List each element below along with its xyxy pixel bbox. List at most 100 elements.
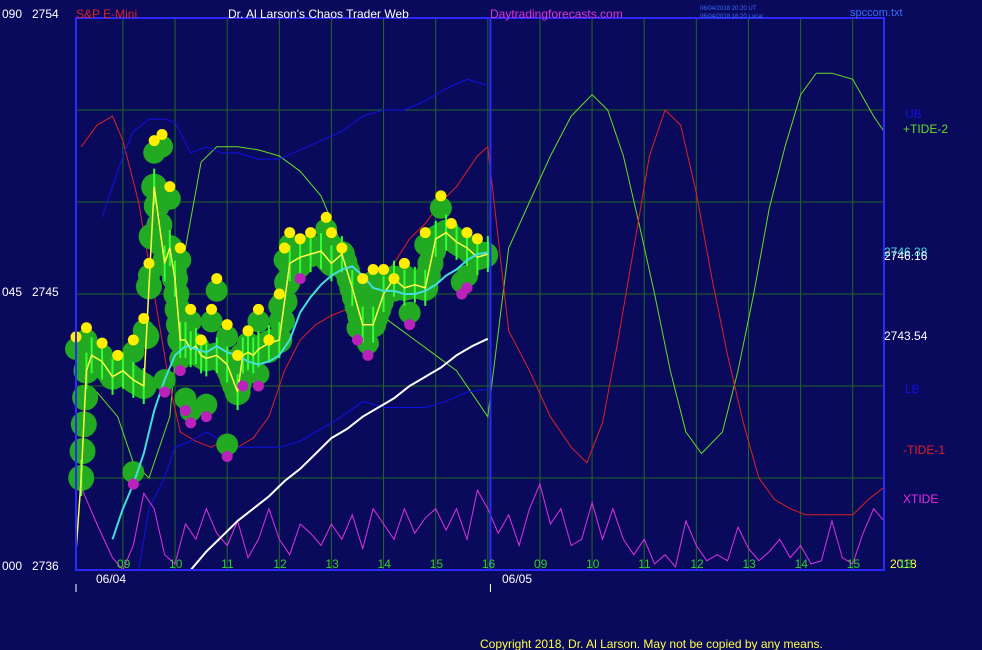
low-bubble: [195, 393, 218, 416]
y-index-mid: 045: [2, 285, 22, 299]
high-marker: [471, 233, 483, 245]
x-tick-label: 11: [638, 557, 651, 571]
legend-ub: UB: [905, 107, 922, 121]
high-marker: [112, 349, 124, 361]
y-price-mid: 2745: [32, 285, 59, 299]
high-marker: [174, 242, 186, 254]
high-marker: [279, 242, 291, 254]
low-bubble: [216, 433, 239, 456]
low-bubble: [398, 301, 421, 324]
high-marker: [80, 322, 92, 334]
high-marker: [325, 227, 337, 239]
low-marker: [404, 319, 416, 331]
series-tide-1: [80, 109, 885, 516]
legend-plus-tide-2: +TIDE-2: [903, 122, 948, 136]
price-label-slow: 2743.54: [884, 329, 928, 343]
high-bubble: [247, 310, 270, 333]
price-label-close: 2746.16: [884, 249, 928, 263]
x-tick-label: 13: [325, 557, 339, 571]
x-tick-label: 09: [534, 557, 548, 571]
high-marker: [388, 273, 400, 285]
high-bubble: [200, 310, 223, 333]
x-tick-label: 13: [742, 557, 756, 571]
high-marker: [206, 303, 218, 315]
x-tick-label: 12: [273, 557, 287, 571]
high-marker: [164, 181, 176, 193]
low-marker: [362, 349, 374, 361]
site-link[interactable]: Daytradingforecasts.com: [490, 7, 623, 21]
high-bubble: [205, 279, 228, 302]
x-tick-label: 14: [795, 557, 809, 571]
symbol-title: S&P E-Mini: [76, 7, 137, 21]
x-tick-label: 15: [847, 557, 861, 571]
high-bubble: [158, 187, 181, 210]
low-marker: [159, 386, 171, 398]
low-marker: [127, 478, 139, 490]
low-marker: [252, 380, 264, 392]
series-fast-average: [111, 251, 488, 540]
high-marker: [156, 129, 168, 141]
low-marker: [179, 405, 191, 417]
x-tick-label: 11: [221, 557, 234, 571]
x-tick-label: 09: [117, 557, 131, 571]
series-slow-average: [189, 337, 489, 571]
x-tick-label: 10: [169, 557, 183, 571]
chart-title: Dr. Al Larson's Chaos Trader Web: [228, 7, 409, 21]
high-marker: [294, 233, 306, 245]
x-tick-label: 16: [899, 557, 913, 571]
low-marker: [294, 273, 306, 285]
high-marker: [143, 257, 155, 269]
date-label-0605: 06/05: [502, 572, 532, 586]
low-marker: [185, 417, 197, 429]
high-bubble: [132, 319, 155, 342]
series-price: [75, 186, 489, 552]
high-marker: [336, 242, 348, 254]
series-tide-2: [81, 72, 885, 479]
legend-lb: LB: [905, 382, 920, 396]
chart-frame: [75, 17, 885, 592]
high-bubble: [429, 196, 452, 219]
high-marker: [445, 217, 457, 229]
high-marker: [252, 303, 264, 315]
high-marker: [284, 227, 296, 239]
high-bubble: [414, 233, 437, 256]
high-marker: [357, 273, 369, 285]
low-marker: [461, 282, 473, 294]
high-marker: [398, 257, 410, 269]
high-marker: [242, 325, 254, 337]
legend-minus-tide-1: -TIDE-1: [903, 443, 945, 457]
curves: [80, 72, 885, 571]
low-marker: [351, 334, 363, 346]
high-marker: [211, 273, 223, 285]
timestamp-local: 06/04/2018 16:20 Local: [700, 14, 763, 20]
date-label-0604: 06/04: [96, 572, 126, 586]
high-marker: [378, 263, 390, 275]
series-lb: [138, 388, 488, 571]
price-layer: [70, 129, 489, 552]
low-marker: [221, 451, 233, 463]
high-bubble: [122, 341, 145, 363]
high-marker: [127, 334, 139, 346]
low-marker: [200, 411, 212, 423]
low-bubble: [455, 264, 478, 287]
y-price-bottom: 2736: [32, 559, 59, 573]
copyright-footer: Copyright 2018, Dr. Al Larson. May not b…: [480, 637, 823, 650]
high-marker: [461, 227, 473, 239]
high-marker: [221, 319, 233, 331]
x-tick-label: 16: [482, 557, 496, 571]
high-marker: [138, 313, 150, 325]
x-tick-labels: 09 10 11 12 13 14 15 16 09 10 11 12 13 14 15 16: [117, 557, 913, 571]
legend-xtide: XTIDE: [903, 492, 938, 506]
timestamp-ut: 06/04/2018 20:20 UT: [700, 6, 757, 12]
high-marker: [419, 227, 431, 239]
high-marker: [185, 303, 197, 315]
high-marker: [305, 227, 317, 239]
high-marker: [148, 135, 160, 147]
file-name: spccom.txt: [850, 7, 903, 19]
high-marker: [96, 337, 108, 349]
x-tick-label: 15: [430, 557, 444, 571]
x-tick-label: 12: [690, 557, 704, 571]
x-tick-label: 10: [586, 557, 600, 571]
series-xtide: [80, 482, 885, 571]
series-ub: [101, 78, 488, 218]
